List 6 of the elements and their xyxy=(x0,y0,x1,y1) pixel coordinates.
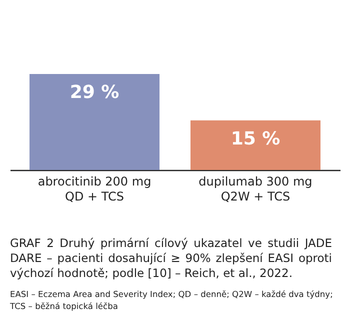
text: EASI – Eczema Area and Severity Index; QD – denně; Q2W – každé dva týdny; TCS – běžná topická léčba xyxy=(10,288,334,312)
data-label: 15 % xyxy=(230,128,280,150)
data-label: 29 % xyxy=(70,82,120,103)
x-tick-label: dupilumab 300 mg Q2W + TCS xyxy=(198,174,312,204)
text: GRAF 2 Druhý primární cílový ukazatel ve studii JADE DARE – pacienti dosahující ≥ 90% zlepšení EASI oproti výchozí hodnotě; podle [10] – Reich, et al., 2022. xyxy=(10,236,332,281)
x-tick-label: abrocitinib 200 mg QD + TCS xyxy=(38,174,152,204)
